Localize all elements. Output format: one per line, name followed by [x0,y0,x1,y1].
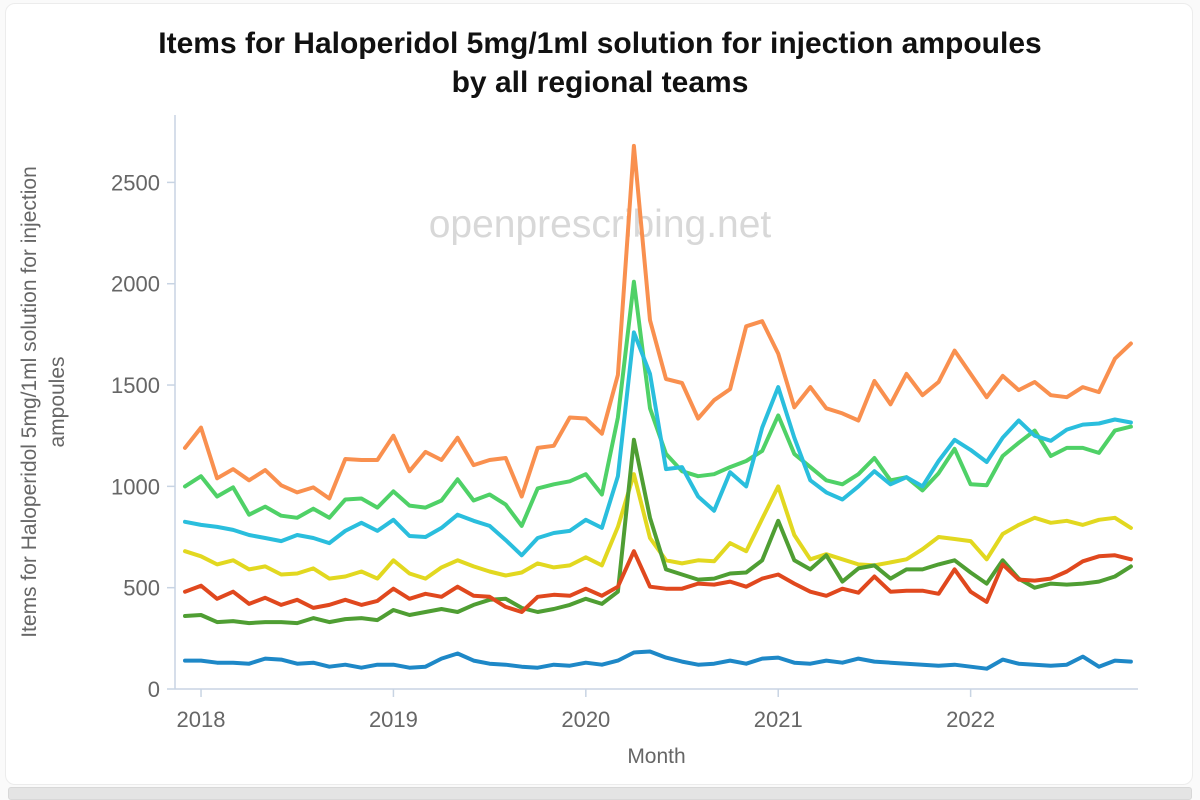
x-tick-label: 2021 [754,707,803,732]
chart-title-line2: by all regional teams [451,66,749,99]
x-tick-label: 2019 [369,707,418,732]
y-tick-label: 500 [123,576,160,601]
chart-title: Items for Haloperidol 5mg/1ml solution f… [0,24,1200,102]
red-line [183,549,1133,614]
x-tick-label: 2022 [946,707,995,732]
y-tick-label: 2000 [111,272,160,297]
chart-title-line1: Items for Haloperidol 5mg/1ml solution f… [158,27,1042,60]
y-tick-label: 2500 [111,170,160,195]
x-tick-label: 2020 [561,707,610,732]
cyan-line [183,330,1133,558]
y-tick-label: 1000 [111,474,160,499]
yellow-line [183,472,1133,581]
x-tick-label: 2018 [177,707,226,732]
watermark-text: openprescribing.net [428,203,772,246]
x-axis-label: Month [627,745,686,768]
light-green-line [183,279,1133,528]
orange-line [183,143,1133,501]
chart-card [5,3,1193,785]
y-tick-label: 1500 [111,373,160,398]
dark-green-line [183,437,1133,626]
y-tick-label: 0 [148,677,160,702]
blue-line [183,649,1133,671]
bottom-scrollbar-strip[interactable] [8,787,1192,800]
